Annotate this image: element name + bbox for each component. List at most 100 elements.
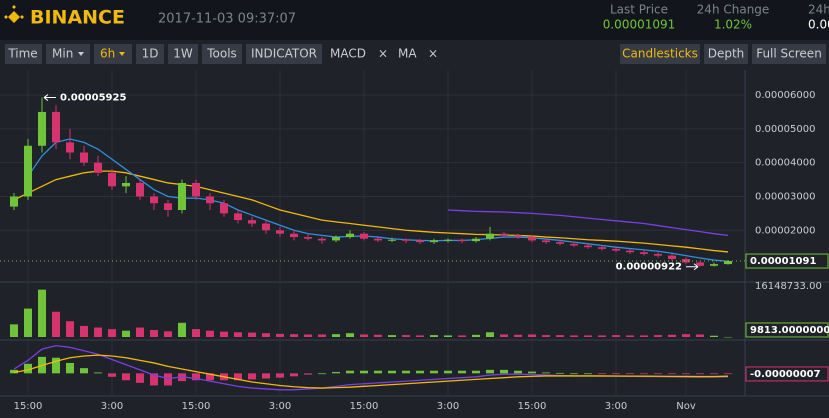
button[interactable]	[704, 44, 748, 64]
volume-bar	[192, 329, 200, 337]
macd-bar	[584, 373, 592, 375]
button-label[interactable]: Time	[7, 47, 37, 61]
button[interactable]	[202, 44, 242, 64]
remove-button[interactable]: ×	[378, 47, 388, 61]
button-label[interactable]: 1W	[173, 47, 193, 61]
candle-body	[206, 196, 214, 204]
chart-bg	[0, 40, 829, 418]
macd-bar	[402, 370, 410, 374]
candle-body	[612, 248, 620, 251]
candle-body	[696, 262, 704, 266]
candle-body	[514, 235, 522, 238]
annotation-arrow	[686, 263, 699, 271]
volume-bar	[570, 335, 578, 337]
macd-bar	[710, 373, 718, 375]
button[interactable]	[620, 44, 700, 64]
line	[447, 209, 729, 237]
candle-body	[10, 196, 18, 207]
candle-body	[164, 203, 172, 210]
macd-bar	[248, 373, 256, 380]
macd-bar	[80, 368, 88, 374]
candle-body	[640, 252, 648, 254]
button-label[interactable]: 6h	[100, 47, 115, 61]
macd-bar	[724, 373, 732, 375]
candle-body	[94, 162, 102, 173]
macd-bar	[570, 373, 578, 375]
macd-bar	[374, 370, 382, 374]
macd-bar	[654, 373, 662, 375]
volume-bar	[668, 334, 676, 337]
volume-bar	[262, 333, 270, 337]
macd-bar	[304, 373, 312, 375]
volume-bar	[710, 335, 718, 337]
stat-label: Last Price	[610, 3, 668, 17]
volume-bar	[318, 334, 326, 337]
macd-bar	[486, 369, 494, 374]
button[interactable]	[136, 44, 164, 64]
macd-bar	[472, 370, 480, 374]
volume-bar	[500, 334, 508, 337]
volume-bar	[136, 327, 144, 337]
candle-body	[598, 247, 606, 249]
candle-body	[192, 182, 200, 197]
volume-bar	[556, 335, 564, 337]
volume-bar	[654, 335, 662, 337]
macd-bar	[388, 370, 396, 374]
volume-bar	[38, 289, 46, 337]
candle-body	[472, 238, 480, 242]
candle-body	[150, 196, 158, 204]
volume-bar	[542, 335, 550, 337]
volume-bar	[234, 332, 242, 337]
dropdown[interactable]	[46, 44, 90, 64]
x-tick-label: 3:00	[101, 401, 123, 412]
button-label[interactable]: 1D	[142, 47, 159, 61]
button-label[interactable]: Depth	[708, 47, 745, 61]
volume-bar	[178, 322, 186, 337]
candle-body	[556, 242, 564, 244]
volume-bar	[346, 333, 354, 337]
macd-bar	[318, 373, 326, 375]
candle-body	[388, 239, 396, 241]
button-label[interactable]: Tools	[206, 47, 237, 61]
button[interactable]	[168, 44, 198, 64]
macd-bar	[94, 372, 102, 374]
x-tick-label: 15:00	[350, 401, 379, 412]
button-label[interactable]: Candlesticks	[622, 47, 698, 61]
candle-body	[374, 238, 382, 241]
macd-bar	[430, 370, 438, 374]
candle-body	[262, 223, 270, 231]
macd-bar	[332, 372, 340, 374]
volume-bar	[528, 334, 536, 337]
macd-bar	[598, 373, 606, 375]
candle-body	[626, 250, 634, 253]
button[interactable]	[246, 44, 322, 64]
candle-body	[724, 261, 732, 265]
candle-body	[248, 220, 256, 224]
macd-bar	[122, 373, 130, 381]
volume-bar	[472, 334, 480, 337]
candle-body	[108, 172, 116, 187]
volume-bar	[122, 330, 130, 337]
button-label[interactable]: INDICATOR	[251, 47, 317, 61]
line	[27, 138, 729, 263]
button[interactable]	[752, 44, 826, 64]
macd-bar	[360, 370, 368, 374]
macd-bar	[234, 373, 242, 381]
candle-body	[528, 237, 536, 241]
stat-value: 1.02%	[714, 18, 752, 32]
candle-body	[710, 264, 718, 266]
button-label[interactable]: Full Screen	[756, 47, 822, 61]
x-tick-label: 3:00	[437, 401, 459, 412]
indicator-label: MA	[398, 47, 417, 61]
dropdown[interactable]	[94, 44, 132, 64]
macd-bar	[136, 373, 144, 383]
x-tick-label: 15:00	[518, 401, 547, 412]
macd-bar	[108, 373, 116, 377]
macd-bar	[24, 363, 32, 374]
button-label[interactable]: Min	[52, 47, 73, 61]
button[interactable]	[5, 44, 42, 64]
macd-bar	[542, 372, 550, 374]
candle-body	[682, 259, 690, 263]
last-macd-box	[745, 366, 829, 382]
remove-button[interactable]: ×	[428, 47, 438, 61]
